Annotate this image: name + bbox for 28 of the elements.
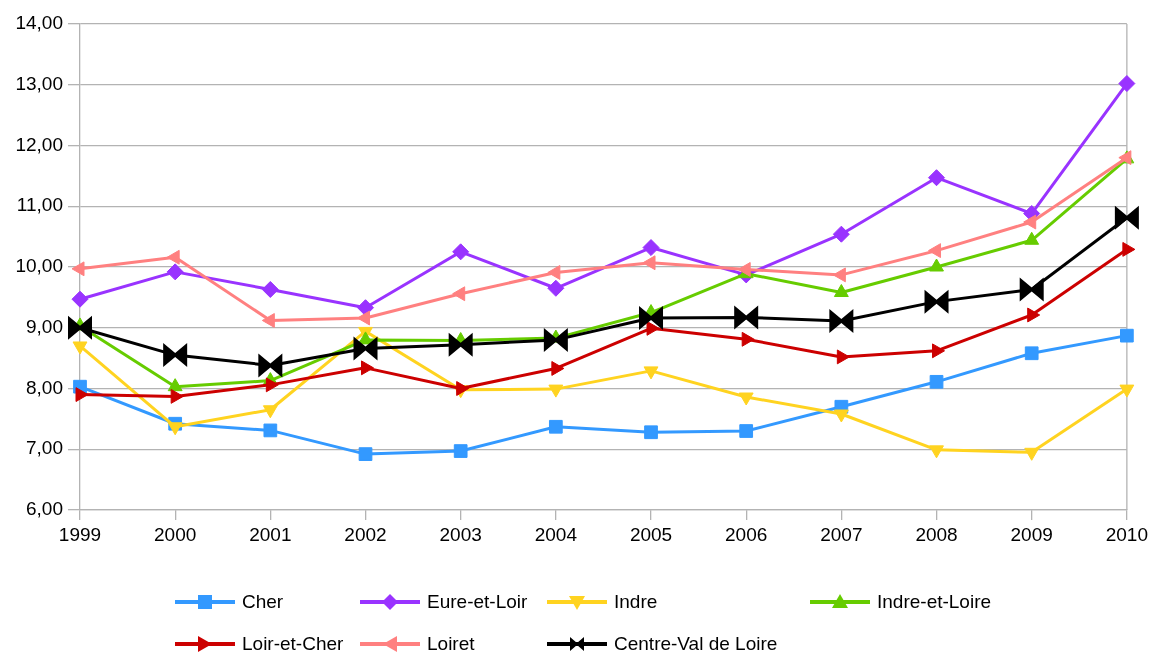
- x-tick-label: 2002: [344, 523, 387, 545]
- legend-label: Centre-Val de Loire: [614, 633, 778, 652]
- x-tick-label: 2004: [534, 523, 578, 545]
- x-tick-label: 2008: [915, 523, 958, 545]
- y-tick-label: 10,00: [15, 255, 63, 277]
- y-tick-label: 7,00: [26, 437, 63, 459]
- y-tick-label: 13,00: [15, 72, 63, 94]
- legend-label: Indre-et-Loire: [877, 591, 992, 613]
- legend-label: Loiret: [427, 633, 475, 652]
- legend-label: Loir-et-Cher: [242, 633, 344, 652]
- y-tick-label: 9,00: [26, 315, 63, 337]
- x-tick-label: 2007: [820, 523, 863, 545]
- x-tick-label: 2005: [629, 523, 673, 545]
- x-tick-label: 2000: [154, 523, 197, 545]
- x-tick-label: 2009: [1010, 523, 1053, 545]
- x-tick-label: 2010: [1105, 523, 1149, 545]
- legend-label: Cher: [242, 591, 284, 613]
- x-tick-label: 2003: [439, 523, 482, 545]
- legend-label: Indre: [614, 591, 658, 613]
- x-tick-label: 2001: [249, 523, 292, 545]
- legend-label: Eure-et-Loir: [427, 591, 528, 613]
- y-tick-label: 11,00: [16, 194, 63, 216]
- y-tick-label: 12,00: [15, 133, 63, 155]
- x-tick-label: 2006: [725, 523, 768, 545]
- y-tick-label: 6,00: [26, 498, 63, 520]
- y-tick-label: 8,00: [26, 376, 63, 398]
- y-tick-label: 14,00: [15, 12, 63, 34]
- x-tick-label: 1999: [58, 523, 102, 545]
